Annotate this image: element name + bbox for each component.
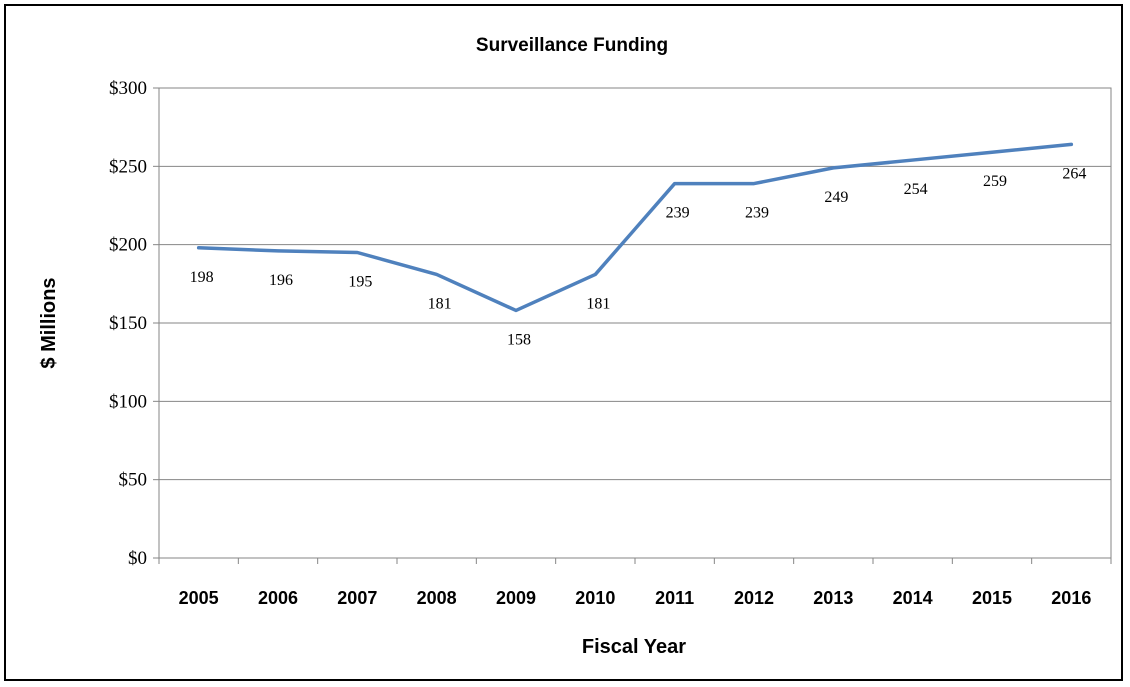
- data-label: 264: [1062, 165, 1086, 182]
- x-tick-label: 2008: [417, 588, 457, 608]
- x-tick-label: 2010: [575, 588, 615, 608]
- series: [196, 142, 1074, 313]
- chart-title: Surveillance Funding: [476, 35, 668, 56]
- x-tick-label: 2016: [1051, 588, 1091, 608]
- data-label: 198: [190, 269, 214, 286]
- data-label: 181: [428, 295, 452, 312]
- x-tick-label: 2013: [813, 588, 853, 608]
- y-tick-label: $100: [109, 391, 147, 412]
- x-tick-label: 2005: [179, 588, 219, 608]
- x-tick-label: 2011: [655, 588, 694, 608]
- data-label: 259: [983, 173, 1007, 190]
- data-label: 239: [745, 205, 769, 222]
- y-axis-title: $ Millions: [38, 277, 60, 368]
- data-label: 158: [507, 331, 531, 348]
- data-label: 239: [666, 205, 690, 222]
- axes: [153, 87, 1112, 564]
- data-labels: 198 196 195 181 158 181 239 239 249 254 259 264: [190, 165, 1087, 348]
- x-tick-label: 2014: [893, 588, 933, 608]
- gridlines: [158, 87, 1112, 559]
- x-tick-label: 2012: [734, 588, 774, 608]
- chart-frame: [4, 4, 1123, 681]
- x-tick-label: 2015: [972, 588, 1012, 608]
- x-tick-label: 2006: [258, 588, 298, 608]
- y-tick-label: $50: [119, 470, 148, 491]
- y-tick-labels: $0 $50 $100 $150 $200 $250 $300: [109, 78, 147, 569]
- x-tick-label: 2009: [496, 588, 536, 608]
- x-tick-label: 2007: [337, 588, 377, 608]
- y-tick-label: $300: [109, 78, 147, 99]
- data-label: 181: [586, 295, 610, 312]
- x-tick-labels: 2005 2006 2007 2008 2009 2010 2011 2012 2013 2014…: [179, 588, 1092, 608]
- data-label: 254: [904, 181, 928, 198]
- y-tick-label: $250: [109, 156, 147, 177]
- series-line: [196, 142, 1074, 313]
- y-tick-label: $200: [109, 235, 147, 256]
- data-label: 196: [269, 272, 293, 289]
- x-axis-title: Fiscal Year: [582, 636, 686, 658]
- y-tick-label: $0: [128, 548, 147, 569]
- data-label: 249: [824, 189, 848, 206]
- y-tick-label: $150: [109, 313, 147, 334]
- data-label: 195: [348, 274, 372, 291]
